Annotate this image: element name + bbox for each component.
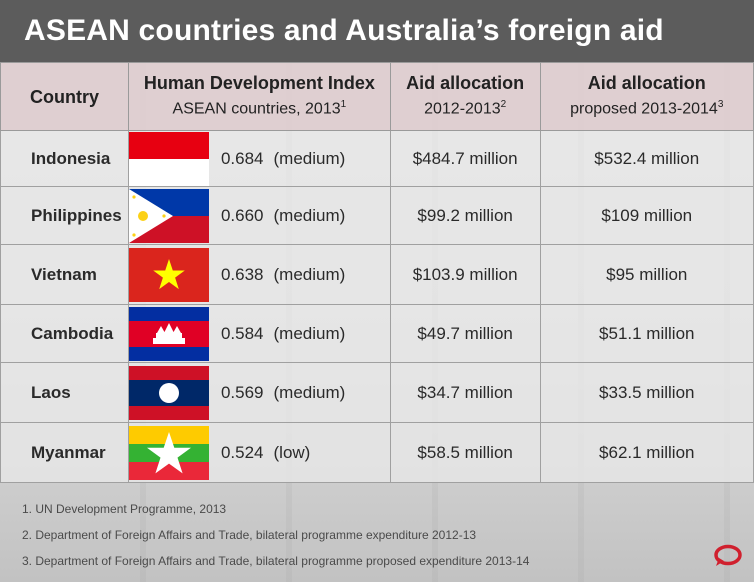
table-row: Philippines 0.660 [0, 186, 754, 245]
hdi-level: (medium) [273, 148, 346, 168]
footnote-2: 2. Department of Foreign Affairs and Tra… [22, 528, 477, 542]
aid-2012-value: $103.9 million [389, 244, 541, 305]
hdi-cell: 0.584 (medium) [127, 304, 391, 363]
title-bar: ASEAN countries and Australia’s foreign … [0, 0, 754, 62]
country-name: Cambodia [0, 304, 129, 363]
header-country-label: Country [29, 86, 99, 107]
hdi-cell: 0.684 (medium) [127, 130, 391, 187]
hdi-value: 0.684 [220, 148, 264, 168]
country-name: Myanmar [0, 422, 129, 483]
speech-bubble-logo-icon [712, 544, 742, 568]
hdi-level: (low) [273, 442, 311, 462]
aid-2013-value: $51.1 million [539, 304, 754, 363]
hdi-cell: 0.638 (medium) [127, 244, 391, 305]
philippines-flag-icon [128, 188, 209, 243]
header-country: Country [0, 62, 129, 131]
aid-2012-value: $99.2 million [389, 186, 541, 245]
vietnam-flag-icon [128, 247, 209, 302]
laos-flag-icon [128, 365, 209, 420]
header-aid-2012: Aid allocation 2012-20132 [389, 62, 541, 131]
country-name: Laos [0, 362, 129, 423]
indonesia-flag-icon [128, 131, 209, 186]
hdi-cell: 0.660 (medium) [127, 186, 391, 245]
table-row: Laos 0.569 (medium) $34.7 million [0, 362, 754, 423]
hdi-value: 0.569 [220, 382, 264, 402]
hdi-level: (medium) [273, 323, 346, 343]
hdi-level: (medium) [273, 264, 346, 284]
hdi-value: 0.638 [220, 264, 264, 284]
table-row: Myanmar 0.524 (low) $58.5 million [0, 422, 754, 483]
header-hdi-subtitle: ASEAN countries, 20131 [133, 94, 386, 120]
header-hdi-footnote-ref: 1 [340, 99, 347, 111]
footnote-3: 3. Department of Foreign Affairs and Tra… [22, 554, 530, 568]
footnote-1: 1. UN Development Programme, 2013 [22, 502, 227, 516]
table-row: Vietnam 0.638 (medium) $103.9 million $9… [0, 244, 754, 305]
aid-table: Country Human Development Index ASEAN co… [0, 62, 754, 483]
hdi-level: (medium) [273, 382, 346, 402]
table-row: Indonesia 0.684 (medium) $484.7 million … [0, 130, 754, 187]
hdi-level: (medium) [273, 205, 346, 225]
aid-2012-value: $58.5 million [389, 422, 541, 483]
aid-2013-value: $33.5 million [539, 362, 754, 423]
country-name: Indonesia [0, 130, 129, 187]
aid-2012-value: $484.7 million [389, 130, 541, 187]
header-aid-2013-subtitle-text: proposed 2013-2014 [570, 100, 718, 118]
aid-2012-value: $49.7 million [389, 304, 541, 363]
aid-2013-value: $532.4 million [539, 130, 754, 187]
table-row: Cambodia [0, 304, 754, 363]
header-aid-2012-subtitle-text: 2012-2013 [424, 100, 501, 118]
aid-2013-value: $109 million [539, 186, 754, 245]
header-hdi-subtitle-text: ASEAN countries, 2013 [172, 100, 341, 118]
country-name: Vietnam [0, 244, 129, 305]
aid-2012-value: $34.7 million [389, 362, 541, 423]
header-aid-2012-title: Aid allocation [406, 73, 525, 94]
header-hdi-title: Human Development Index [143, 73, 375, 94]
header-aid-2012-footnote-ref: 2 [500, 99, 507, 111]
aid-2013-value: $95 million [539, 244, 754, 305]
header-aid-2013-subtitle: proposed 2013-20143 [545, 94, 749, 120]
hdi-value: 0.584 [220, 323, 264, 343]
hdi-value: 0.524 [220, 442, 264, 462]
header-aid-2013-footnote-ref: 3 [717, 99, 724, 111]
header-row: Country Human Development Index ASEAN co… [0, 62, 754, 131]
header-aid-2013: Aid allocation proposed 2013-20143 [539, 62, 754, 131]
header-aid-2012-subtitle: 2012-20132 [395, 94, 536, 120]
myanmar-flag-icon [128, 425, 209, 480]
page-title: ASEAN countries and Australia’s foreign … [24, 14, 664, 47]
aid-2013-value: $62.1 million [539, 422, 754, 483]
header-aid-2013-title: Aid allocation [587, 73, 706, 94]
header-hdi: Human Development Index ASEAN countries,… [127, 62, 391, 131]
cambodia-flag-icon [128, 306, 209, 361]
hdi-cell: 0.569 (medium) [127, 362, 391, 423]
hdi-cell: 0.524 (low) [127, 422, 391, 483]
footnotes: 1. UN Development Programme, 2013 2. Dep… [22, 496, 529, 574]
country-name: Philippines [0, 186, 129, 245]
hdi-value: 0.660 [220, 205, 264, 225]
